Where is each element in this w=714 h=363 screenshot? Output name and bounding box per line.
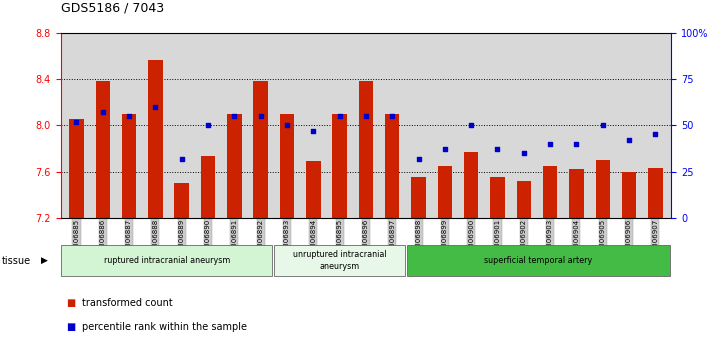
Point [308, 128, 319, 134]
Bar [149, 60, 163, 218]
Text: tissue: tissue [2, 256, 31, 266]
Bar [201, 156, 216, 218]
Point [413, 156, 424, 162]
FancyBboxPatch shape [61, 245, 272, 276]
Point [71, 119, 82, 125]
Point [623, 137, 635, 143]
Text: ▶: ▶ [41, 256, 49, 265]
Point [97, 109, 109, 115]
Text: unruptured intracranial
aneurysm: unruptured intracranial aneurysm [293, 250, 386, 271]
Bar [569, 169, 583, 218]
FancyBboxPatch shape [274, 245, 405, 276]
Bar [96, 81, 110, 218]
Point [255, 113, 266, 119]
Bar [122, 114, 136, 218]
Text: GDS5186 / 7043: GDS5186 / 7043 [61, 2, 164, 15]
Bar [69, 119, 84, 218]
Point [597, 122, 608, 128]
Point [360, 113, 371, 119]
Point [334, 113, 346, 119]
Text: ■: ■ [66, 298, 75, 308]
Text: superficial temporal artery: superficial temporal artery [484, 256, 593, 265]
Point [176, 156, 188, 162]
Point [466, 122, 477, 128]
Bar [595, 160, 610, 218]
Bar [543, 166, 558, 218]
Bar [174, 183, 189, 218]
Text: percentile rank within the sample: percentile rank within the sample [82, 322, 247, 332]
Text: ■: ■ [66, 322, 75, 332]
Point [518, 150, 530, 156]
Bar [516, 181, 531, 218]
Bar [358, 81, 373, 218]
Bar [280, 114, 294, 218]
Point [386, 113, 398, 119]
Bar [253, 81, 268, 218]
Point [570, 141, 582, 147]
Bar [464, 152, 478, 218]
Bar [333, 114, 347, 218]
Point [228, 113, 240, 119]
Point [650, 131, 661, 137]
Bar [411, 177, 426, 218]
Point [439, 146, 451, 152]
Point [544, 141, 555, 147]
Bar [385, 114, 399, 218]
FancyBboxPatch shape [406, 245, 670, 276]
Bar [622, 171, 636, 218]
Point [281, 122, 293, 128]
Bar [227, 114, 241, 218]
Bar [438, 166, 452, 218]
Point [124, 113, 135, 119]
Bar [491, 177, 505, 218]
Point [492, 146, 503, 152]
Bar [306, 161, 321, 218]
Point [202, 122, 213, 128]
Point [150, 104, 161, 110]
Bar [648, 168, 663, 218]
Text: ruptured intracranial aneurysm: ruptured intracranial aneurysm [104, 256, 230, 265]
Text: transformed count: transformed count [82, 298, 173, 308]
